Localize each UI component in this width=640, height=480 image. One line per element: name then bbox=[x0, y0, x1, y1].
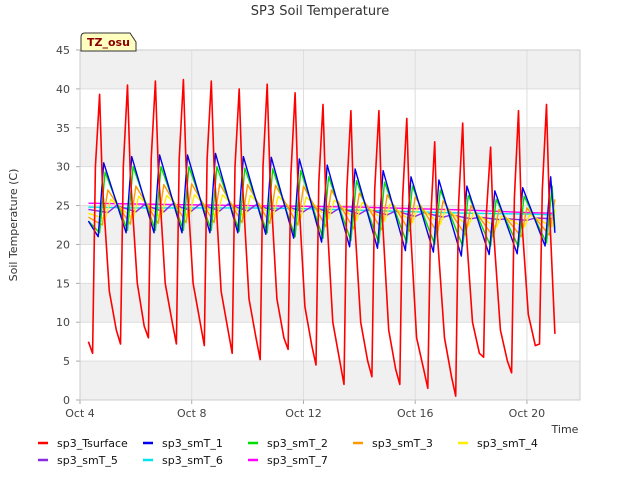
chart-title: SP3 Soil Temperature bbox=[251, 4, 389, 19]
series-lines bbox=[87, 78, 556, 397]
x-axis-label: Time bbox=[551, 423, 579, 436]
y-tick-label: 45 bbox=[56, 44, 70, 57]
y-band bbox=[80, 50, 580, 89]
series-line-sp3-smT-5 bbox=[88, 203, 555, 222]
series-line-sp3-smT-4 bbox=[88, 193, 556, 229]
x-tick-label: Oct 12 bbox=[285, 407, 322, 420]
badge-label: TZ_osu bbox=[87, 36, 130, 49]
y-tick-label: 30 bbox=[56, 161, 70, 174]
series-line-sp3-smT-3 bbox=[88, 183, 556, 238]
y-tick-label: 25 bbox=[56, 200, 70, 213]
x-tick-label: Oct 4 bbox=[65, 407, 95, 420]
legend-label: sp3_Tsurface bbox=[57, 437, 128, 450]
x-tick-label: Oct 16 bbox=[397, 407, 434, 420]
y-tick-label: 5 bbox=[63, 355, 70, 368]
legend-label: sp3_smT_3 bbox=[372, 437, 433, 450]
x-tick-label: Oct 8 bbox=[177, 407, 207, 420]
y-tick-label: 10 bbox=[56, 316, 70, 329]
y-tick-label: 0 bbox=[63, 394, 70, 407]
legend-label: sp3_smT_7 bbox=[267, 454, 328, 467]
y-band bbox=[80, 127, 580, 167]
legend-label: sp3_smT_1 bbox=[162, 437, 223, 450]
series-line-sp3-Tsurface bbox=[87, 78, 556, 397]
legend: sp3_Tsurface sp3_smT_1 sp3_smT_2 sp3_smT_3 s… bbox=[38, 437, 538, 467]
y-band bbox=[80, 283, 580, 323]
plot-frame bbox=[79, 49, 581, 401]
site-badge: TZ_osu bbox=[80, 32, 137, 52]
legend-label: sp3_smT_5 bbox=[57, 454, 118, 467]
y-axis-label: Soil Temperature (C) bbox=[7, 169, 20, 282]
legend-label: sp3_smT_2 bbox=[267, 437, 328, 450]
badge-shape bbox=[80, 32, 137, 52]
y-tick-label: 20 bbox=[56, 238, 70, 251]
y-band bbox=[80, 361, 580, 400]
y-tick-label: 15 bbox=[56, 277, 70, 290]
x-tick-label: Oct 20 bbox=[509, 407, 546, 420]
y-tick-label: 40 bbox=[56, 83, 70, 96]
legend-label: sp3_smT_4 bbox=[477, 437, 538, 450]
y-tick-label: 35 bbox=[56, 122, 70, 135]
legend-label: sp3_smT_6 bbox=[162, 454, 223, 467]
axes: 0 5 10 15 20 25 30 35 40 45 Oct 4 Oct 8 Oct 12 Oct 16… bbox=[56, 44, 581, 420]
